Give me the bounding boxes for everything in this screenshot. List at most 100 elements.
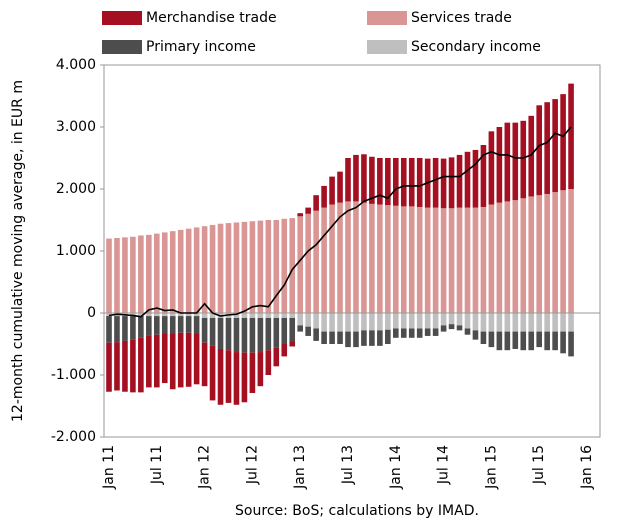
bar-segment: [177, 313, 184, 317]
bar-segment: [408, 158, 415, 207]
bar-segment: [369, 156, 375, 204]
bar-segment: [464, 151, 471, 208]
bar-segment: [169, 316, 176, 334]
y-axis-label: 12-month cumulative moving average, in E…: [10, 80, 26, 422]
bar-segment: [472, 330, 479, 340]
bar-segment: [432, 328, 439, 336]
bar-segment: [424, 328, 431, 336]
bar-segment: [345, 331, 351, 348]
bar-segment: [138, 316, 144, 338]
bar-segment: [408, 313, 415, 329]
bar-segment: [265, 220, 272, 313]
bar-segment: [480, 313, 487, 332]
bar-segment: [408, 328, 415, 338]
bar-segment: [146, 316, 152, 336]
bar-segment: [440, 208, 447, 313]
bar-segment: [464, 207, 471, 313]
bar-segment: [185, 228, 192, 313]
bar-segment: [369, 313, 375, 331]
bar-segment: [496, 331, 503, 351]
bar-segment: [257, 317, 264, 353]
bar-segment: [560, 94, 566, 191]
bar-segment: [225, 350, 232, 403]
bar-segment: [138, 337, 144, 393]
bar-segment: [345, 201, 351, 313]
bar-segment: [321, 313, 327, 332]
bar-segment: [114, 342, 120, 391]
line: [108, 126, 572, 318]
bar-segment: [249, 317, 256, 353]
bar-segment: [225, 223, 232, 313]
bar-segment: [353, 154, 359, 202]
bar-segment: [161, 313, 168, 317]
bar-segment: [329, 313, 335, 332]
bar-segment: [544, 313, 550, 332]
bar-segment: [488, 331, 495, 348]
x-tick-label: Jul 11: [149, 445, 165, 485]
bar-segment: [257, 313, 264, 318]
bar-segment: [504, 201, 511, 313]
bar-segment: [496, 127, 503, 203]
bar-segment: [289, 341, 296, 347]
bar-segment: [241, 352, 248, 403]
bar-segment: [138, 235, 144, 313]
bar-segment: [377, 330, 383, 346]
bar-segment: [161, 232, 168, 313]
bar-segment: [400, 328, 407, 338]
bar-segment: [305, 213, 311, 313]
legend-label: Merchandise trade: [146, 10, 277, 26]
bar-segment: [544, 331, 550, 351]
bar-segment: [337, 313, 343, 332]
bar-segment: [201, 313, 208, 318]
bar-segment: [313, 328, 319, 341]
bar-segment: [146, 335, 152, 388]
bar-segment: [177, 332, 184, 388]
bar-segment: [209, 317, 216, 346]
bar-segment: [496, 202, 503, 313]
y-tick-label: -1.000: [51, 367, 96, 383]
bar-segment: [106, 238, 112, 313]
bar-segment: [273, 313, 280, 318]
bar-segment: [177, 229, 184, 313]
y-tick-label: 2.000: [56, 181, 96, 197]
x-tick-label: Jul 13: [340, 445, 356, 485]
bar-segment: [249, 221, 256, 313]
bar-segment: [241, 221, 248, 313]
bar-segment: [512, 200, 519, 313]
bar-segment: [512, 313, 519, 332]
bar-segment: [520, 331, 527, 351]
bar-segment: [233, 313, 240, 318]
y-tick-label: 1.000: [56, 243, 96, 259]
bar-segment: [520, 198, 527, 313]
bar-segment: [233, 317, 240, 353]
bar-segment: [464, 328, 471, 335]
bar-segment: [337, 171, 343, 203]
y-tick-label: 3.000: [56, 119, 96, 135]
bar-segment: [297, 313, 303, 326]
bar-segment: [169, 313, 176, 317]
bar-segment: [321, 331, 327, 344]
bar-segment: [289, 317, 296, 342]
bar-segment: [193, 316, 200, 334]
bar-segment: [217, 223, 224, 313]
bar-segment: [552, 331, 558, 351]
bar-segment: [106, 316, 112, 343]
y-tick-label: -2.000: [51, 429, 96, 445]
bar-segment: [241, 317, 248, 353]
bar-segment: [345, 158, 351, 202]
bar-segment: [217, 348, 224, 405]
bar-segment: [297, 325, 303, 332]
bar-segment: [416, 313, 423, 329]
bar-segment: [154, 334, 160, 388]
bar-segment: [337, 202, 343, 313]
bar-segment: [146, 234, 152, 313]
bar-segment: [321, 185, 327, 208]
bar-segment: [424, 313, 431, 329]
bar-segment: [488, 131, 495, 205]
bar-segment: [361, 154, 367, 203]
legend-label: Primary income: [146, 39, 256, 55]
bar-segment: [154, 233, 160, 313]
bar-segment: [361, 313, 367, 331]
bar-segment: [488, 204, 495, 313]
